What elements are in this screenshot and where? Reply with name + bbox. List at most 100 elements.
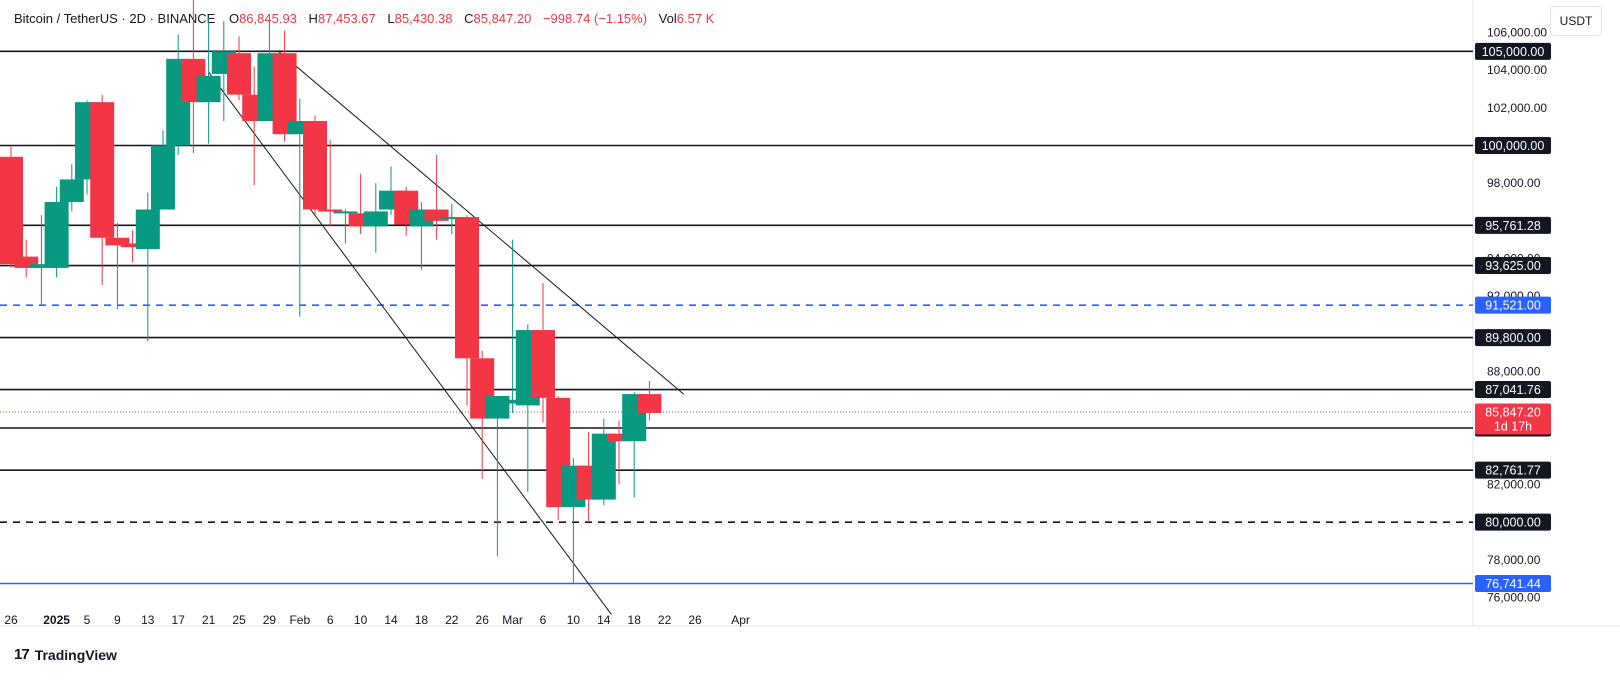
change-value: −998.74 (−1.15%)	[542, 11, 648, 26]
time-tick-label: Mar	[502, 613, 523, 627]
price-tag-text: 85,847.20	[1485, 406, 1541, 420]
candle-body	[135, 209, 160, 250]
candle-body	[455, 217, 479, 359]
price-tag-box	[1475, 513, 1551, 531]
tradingview-logo-mark: 17	[14, 646, 30, 663]
candle-body	[59, 179, 84, 202]
candle-down	[318, 139, 343, 227]
time-tick-label: 26	[476, 613, 490, 627]
time-tick-label: 5	[84, 613, 91, 627]
high-value: 87,453.67	[317, 11, 376, 26]
candle-up	[500, 239, 525, 413]
candle-body	[439, 217, 464, 220]
candle-down	[637, 380, 662, 421]
candle-up	[59, 164, 84, 212]
close-value: 85,847.20	[473, 11, 532, 26]
price-tag-text: 1d 17h	[1494, 420, 1532, 434]
candle-body	[90, 102, 115, 238]
candle-body	[637, 394, 662, 413]
time-tick-label: 26	[688, 613, 702, 627]
time-tick-label: 17	[172, 613, 186, 627]
symbol-legend: Bitcoin / TetherUS · 2D · BINANCE O86,84…	[14, 11, 722, 26]
price-tag-text: 105,000.00	[1482, 45, 1545, 59]
level-price-tag: 93,625.00	[1475, 257, 1551, 275]
candle-up	[485, 395, 510, 557]
time-tick-label: 10	[354, 613, 368, 627]
price-tag-text: 76,741.44	[1485, 577, 1541, 591]
close-label: C	[464, 11, 474, 26]
open-value: 86,845.93	[239, 11, 297, 26]
candle-down	[90, 94, 115, 285]
candle-body	[120, 243, 145, 248]
candle-up	[151, 130, 175, 210]
candle-body	[44, 201, 69, 268]
candle-body	[272, 53, 297, 135]
open-label: O	[228, 11, 240, 26]
candle-body	[424, 209, 449, 221]
candle-body	[196, 75, 221, 103]
candle-down	[0, 145, 23, 268]
volume-label: Vol	[658, 11, 677, 26]
time-tick-label: 14	[384, 613, 398, 627]
candle-body	[531, 330, 555, 398]
time-tick-label: 22	[658, 613, 672, 627]
tradingview-logo[interactable]: 17 TradingView	[14, 646, 117, 663]
price-tag-text: 91,521.00	[1485, 299, 1541, 313]
time-tick-label: 18	[628, 613, 642, 627]
candle-up	[363, 183, 388, 253]
candle-body	[303, 121, 327, 210]
candle-body	[318, 209, 343, 212]
candle-up	[44, 186, 69, 278]
candle-up	[333, 209, 358, 244]
price-tag-text: 95,761.28	[1485, 219, 1541, 233]
price-tag-text: 100,000.00	[1482, 139, 1545, 153]
candle-body	[500, 399, 525, 404]
time-tick-label: 6	[327, 613, 334, 627]
price-tag-box	[1475, 42, 1551, 60]
candle-down	[303, 115, 327, 216]
time-tick-label: 22	[445, 613, 459, 627]
candle-body	[105, 237, 130, 246]
level-price-tag: 95,761.28	[1475, 216, 1551, 234]
price-tag-text: 89,800.00	[1485, 331, 1541, 345]
currency-button[interactable]: USDT	[1550, 6, 1602, 36]
symbol-title[interactable]: Bitcoin / TetherUS · 2D · BINANCE	[14, 11, 216, 26]
price-tag-box	[1475, 461, 1551, 479]
trendline	[278, 50, 684, 395]
high-label: H	[308, 11, 318, 26]
candle-up	[439, 203, 464, 235]
time-tick-label: 18	[415, 613, 429, 627]
candle-down	[120, 230, 145, 263]
low-label: L	[387, 11, 395, 26]
trendlines	[208, 50, 684, 615]
price-tag-text: 87,041.76	[1485, 383, 1541, 397]
candle-down	[272, 30, 297, 142]
time-tick-label: 13	[141, 613, 155, 627]
candle-down	[607, 420, 631, 485]
level-price-tag: 100,000.00	[1475, 136, 1551, 154]
candle-body	[591, 433, 616, 500]
candle-body	[485, 395, 510, 419]
price-tag-box	[1475, 381, 1551, 399]
candle-up	[196, 17, 221, 144]
candle-up	[591, 418, 616, 506]
tradingview-logo-text: TradingView	[34, 646, 117, 663]
time-tick-label: 25	[232, 613, 246, 627]
candle-down	[14, 239, 39, 278]
price-tick-label: 76,000.00	[1487, 591, 1541, 605]
price-tag-box	[1475, 575, 1551, 593]
price-tags: 105,000.00 100,000.00 95,761.28 93,625.00 91…	[1475, 42, 1551, 593]
price-tag-box	[1475, 216, 1551, 234]
level-price-tag: 105,000.00	[1475, 42, 1551, 60]
price-tag-box	[1475, 257, 1551, 275]
time-tick-label: 14	[597, 613, 611, 627]
candle-body	[14, 256, 39, 268]
time-tick-label: 26	[4, 613, 18, 627]
candle-down	[105, 222, 130, 310]
price-tick-label: 106,000.00	[1487, 25, 1547, 39]
candle-up	[135, 192, 160, 342]
candle-body	[227, 53, 251, 95]
candle-body	[333, 211, 358, 214]
